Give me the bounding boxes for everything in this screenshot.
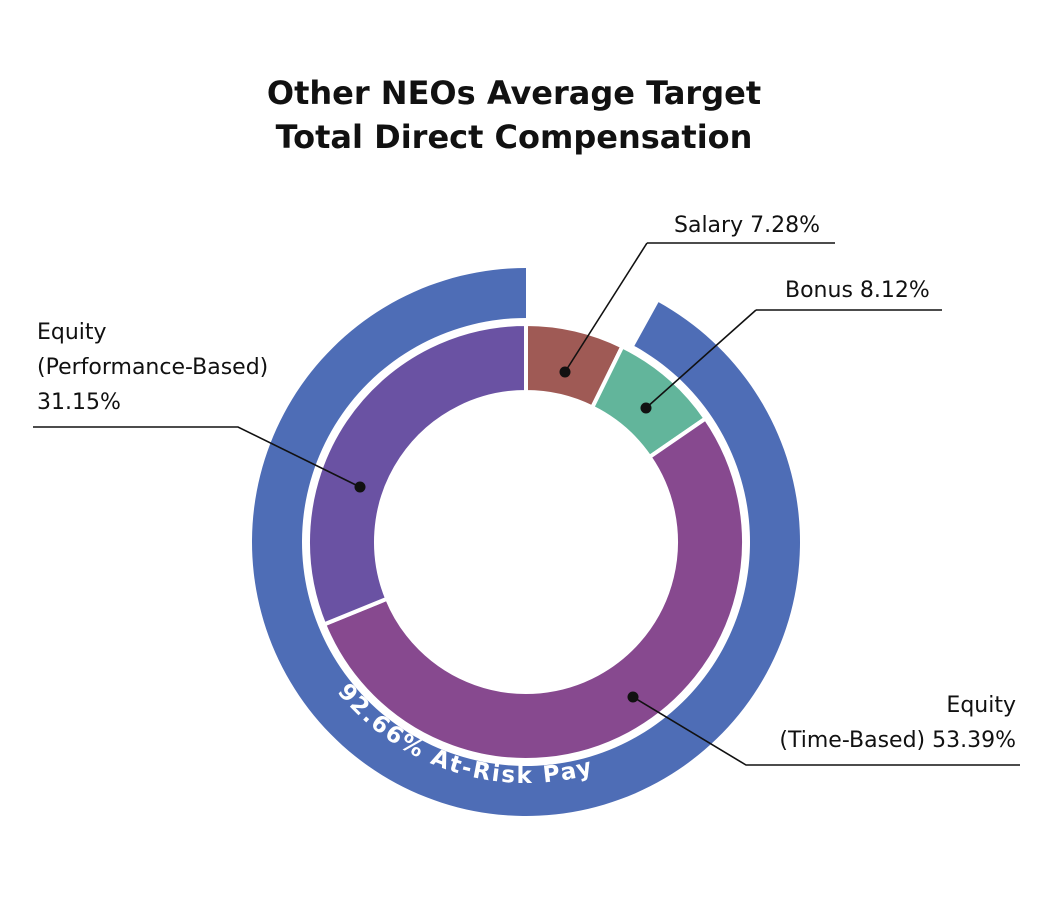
callout-salary: Salary 7.28% — [559, 213, 835, 378]
callout-equity-performance: Equity (Performance-Based) 31.15% — [33, 320, 366, 493]
equity-time-dot — [627, 691, 639, 703]
equity-time-leader — [632, 696, 1020, 766]
equity-performance-label-line-3: 31.15% — [37, 390, 121, 415]
equity-time-label-line-1: Equity — [946, 693, 1016, 718]
callout-equity-time: Equity (Time-Based) 53.39% — [627, 691, 1020, 766]
bonus-dot — [640, 402, 652, 414]
equity-performance-leader — [33, 426, 361, 488]
equity-performance-dot — [354, 481, 366, 493]
bonus-leader — [645, 309, 757, 409]
chart-title-line-2: Total Direct Compensation — [276, 118, 753, 156]
donut-hole — [376, 392, 676, 692]
salary-dot — [559, 366, 571, 378]
equity-time-label-line-2: (Time-Based) 53.39% — [779, 728, 1016, 753]
equity-performance-label-line-2: (Performance-Based) — [37, 355, 268, 380]
salary-label: Salary 7.28% — [674, 213, 820, 238]
callout-bonus: Bonus 8.12% — [640, 278, 942, 414]
chart-title-line-1: Other NEOs Average Target — [267, 74, 761, 112]
equity-performance-label-line-1: Equity — [37, 320, 107, 345]
bonus-label: Bonus 8.12% — [785, 278, 930, 303]
salary-leader — [564, 242, 648, 373]
